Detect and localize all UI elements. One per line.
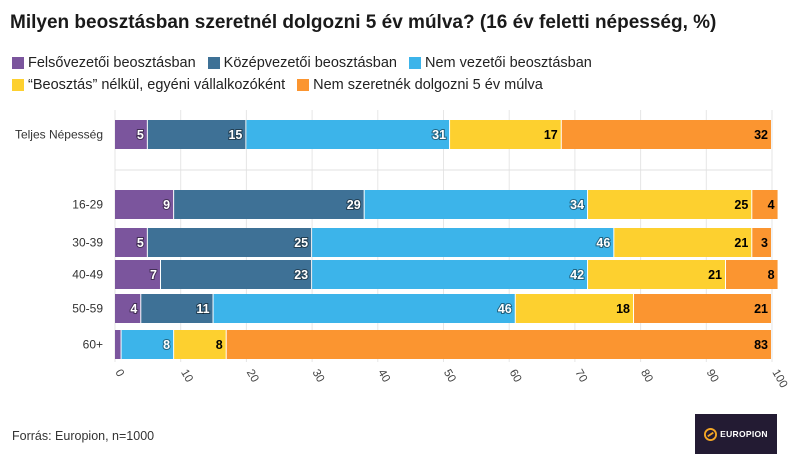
legend-item-kozepvezetoi: Középvezetői beosztásban [207,55,397,71]
category-label-4: 50-59 [72,302,103,316]
bar-4-series-4 [634,294,771,323]
legend: Felsővezetői beosztásban Középvezetői be… [12,52,782,96]
bar-5-series-2 [121,330,174,359]
data-label-2-series-3: 21 [734,236,748,250]
legend-label-nem-vezetoi: Nem vezetői beosztásban [424,55,592,71]
data-label-4-series-0: 4 [130,302,137,316]
data-label-4-series-3: 18 [616,302,630,316]
data-label-0-series-4: 32 [754,128,768,142]
legend-item-nem-dolgozni: Nem szeretnék dolgozni 5 év múlva [297,77,543,93]
legend-label-kozepvezetoi: Középvezetői beosztásban [223,55,397,71]
x-tick-label-0: 0 [112,368,126,380]
legend-label-nem-dolgozni: Nem szeretnék dolgozni 5 év múlva [313,77,543,93]
data-label-2-series-0: 5 [137,236,144,250]
logo-text: EUROPION [720,429,768,439]
legend-item-egyeni-vallalkozo: “Beosztás” nélkül, egyéni vállalkozóként [12,77,285,93]
bar-3-series-2 [312,260,588,289]
x-tick-label-90: 90 [704,368,721,385]
bar-3-series-3 [588,260,726,289]
category-label-1: 16-29 [72,198,103,212]
source-note: Forrás: Europion, n=1000 [12,429,155,443]
data-label-1-series-4: 4 [768,198,775,212]
category-label-0: Teljes Népesség [15,128,103,142]
bar-3-series-0 [115,260,160,289]
legend-row-2: “Beosztás” nélkül, egyéni vállalkozóként… [12,74,782,96]
data-label-2-series-4: 3 [761,236,768,250]
bar-0-series-4 [561,120,771,149]
legend-label-egyeni-vallalkozo: “Beosztás” nélkül, egyéni vállalkozóként [28,77,286,93]
category-label-5: 60+ [83,338,103,352]
legend-swatch-egyeni-vallalkozo [12,79,24,91]
data-label-4-series-2: 46 [498,302,512,316]
legend-item-felsovezetoi: Felsővezetői beosztásban [12,55,196,71]
bar-4-series-1 [141,294,213,323]
legend-swatch-kozepvezetoi [207,57,220,69]
bar-2-series-1 [147,228,312,257]
data-label-1-series-0: 9 [163,198,170,212]
legend-row-1: Felsővezetői beosztásban Középvezetői be… [12,52,782,74]
data-label-2-series-1: 25 [294,236,308,250]
legend-swatch-nem-dolgozni [297,79,310,91]
x-tick-label-100: 100 [769,368,789,391]
bar-4-series-0 [115,294,141,323]
bar-0-series-0 [115,120,147,149]
data-label-0-series-2: 31 [432,128,446,142]
category-label-3: 40-49 [72,268,103,282]
bar-4-series-2 [213,294,515,323]
bar-2-series-2 [312,228,614,257]
data-label-0-series-3: 17 [544,128,558,142]
legend-item-nem-vezetoi: Nem vezetői beosztásban [408,55,592,71]
data-label-1-series-1: 29 [347,198,361,212]
data-label-3-series-2: 42 [570,268,584,282]
x-tick-label-50: 50 [441,368,458,385]
data-label-3-series-3: 21 [708,268,722,282]
bar-5-series-0 [115,330,121,359]
x-tick-label-60: 60 [507,368,524,385]
x-tick-label-40: 40 [375,368,392,385]
bar-0-series-2 [246,120,450,149]
data-label-3-series-0: 7 [150,268,157,282]
legend-swatch-nem-vezetoi [408,57,421,69]
data-label-0-series-0: 5 [137,128,144,142]
data-label-4-series-4: 21 [754,302,768,316]
europion-logo: EUROPION [695,414,777,454]
bar-1-series-4 [752,190,778,219]
europion-logo-icon [704,427,718,441]
chart-title: Milyen beosztásban szeretnél dolgozni 5 … [10,12,717,33]
bar-1-series-3 [588,190,752,219]
data-label-3-series-1: 23 [294,268,308,282]
bar-4-series-3 [515,294,634,323]
legend-swatch-felsovezetoi [12,57,24,69]
x-tick-label-80: 80 [638,368,655,385]
bar-3-series-4 [726,260,778,289]
data-label-1-series-3: 25 [734,198,748,212]
data-label-3-series-4: 8 [768,268,775,282]
bar-2-series-4 [752,228,771,257]
bar-1-series-1 [174,190,364,219]
data-label-5-series-4: 83 [754,338,768,352]
x-tick-label-70: 70 [572,368,589,385]
bar-3-series-1 [160,260,312,289]
bar-0-series-1 [147,120,246,149]
data-label-4-series-1: 11 [196,302,209,316]
data-label-1-series-2: 34 [570,198,584,212]
bar-1-series-2 [364,190,588,219]
data-label-5-series-3: 8 [216,338,223,352]
bar-2-series-3 [614,228,752,257]
x-tick-label-30: 30 [310,368,327,385]
bar-0-series-3 [450,120,561,149]
x-tick-label-20: 20 [244,368,261,385]
logo-main: EUROPION [704,427,768,441]
data-label-0-series-1: 15 [228,128,242,142]
bar-2-series-0 [115,228,147,257]
data-label-2-series-2: 46 [596,236,610,250]
category-label-2: 30-39 [72,236,103,250]
x-tick-label-10: 10 [178,368,195,385]
bar-5-series-3 [174,330,226,359]
bar-5-series-4 [226,330,771,359]
data-label-5-series-2: 8 [163,338,170,352]
bar-1-series-0 [115,190,174,219]
legend-label-felsovezetoi: Felsővezetői beosztásban [28,55,196,71]
